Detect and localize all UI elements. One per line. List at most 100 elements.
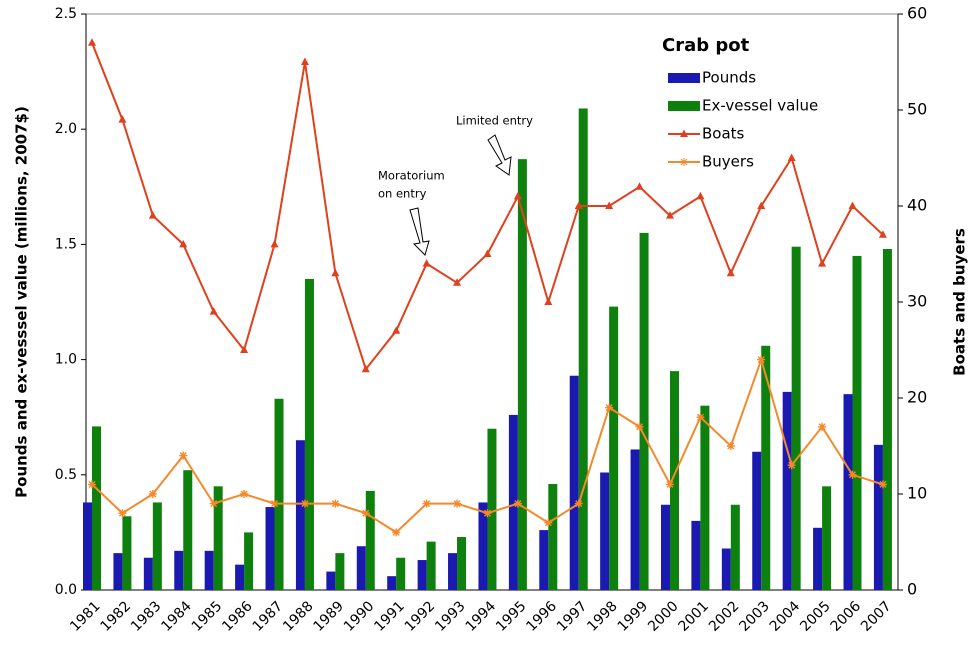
bar xyxy=(204,550,214,590)
bar xyxy=(152,502,162,590)
marker xyxy=(757,355,766,364)
bar xyxy=(882,249,892,590)
annotation: on entry xyxy=(378,187,427,201)
y2-tick-label: 20 xyxy=(907,388,927,407)
bar xyxy=(83,502,92,590)
bar xyxy=(213,486,223,590)
bar xyxy=(730,504,740,590)
legend-label: Pounds xyxy=(702,69,756,87)
legend-swatch xyxy=(668,73,700,83)
x-tick-label: 1984 xyxy=(158,598,195,635)
marker xyxy=(544,297,553,305)
legend-title: Crab pot xyxy=(662,35,750,56)
annotation: Moratorium xyxy=(378,169,445,183)
bar xyxy=(274,398,284,590)
bar xyxy=(113,553,123,590)
bar xyxy=(691,520,701,590)
marker xyxy=(483,249,492,257)
marker xyxy=(270,239,279,248)
legend-label: Buyers xyxy=(702,153,754,171)
bar xyxy=(791,246,801,591)
y-tick-label: 1.5 xyxy=(55,236,77,252)
bar xyxy=(326,571,336,590)
line xyxy=(91,42,884,372)
marker xyxy=(605,201,614,209)
x-tick-label: 2002 xyxy=(706,598,743,635)
x-tick-label: 1996 xyxy=(523,598,560,635)
marker xyxy=(179,239,188,248)
marker xyxy=(757,201,766,209)
y2-tick-label: 60 xyxy=(907,4,927,23)
marker xyxy=(605,403,614,412)
marker xyxy=(240,345,249,353)
bar xyxy=(295,440,305,590)
x-tick-label: 1986 xyxy=(219,598,256,635)
y2-tick-label: 40 xyxy=(907,196,927,215)
y-tick-label: 2.0 xyxy=(55,121,77,137)
x-tick-label: 1992 xyxy=(402,598,439,635)
x-tick-label: 2005 xyxy=(797,598,834,635)
marker xyxy=(361,364,370,373)
y2-tick-label: 0 xyxy=(907,580,917,599)
marker xyxy=(118,115,127,123)
bar xyxy=(600,472,610,590)
bar xyxy=(304,278,314,590)
y2-axis-title: Boats and buyers xyxy=(951,228,969,376)
marker xyxy=(453,499,462,508)
legend-marker xyxy=(680,158,688,166)
marker xyxy=(696,413,705,422)
annotation: Limited entry xyxy=(456,114,533,128)
marker xyxy=(848,470,857,479)
marker xyxy=(787,461,796,470)
marker xyxy=(665,480,674,489)
y2-tick-label: 50 xyxy=(907,100,927,119)
x-tick-label: 1991 xyxy=(371,598,408,635)
marker xyxy=(331,499,340,508)
marker xyxy=(544,518,553,527)
marker xyxy=(88,480,96,489)
marker xyxy=(392,326,401,334)
bar xyxy=(669,371,679,590)
bar xyxy=(569,375,579,590)
bar xyxy=(487,428,497,590)
marker xyxy=(483,509,492,518)
bar xyxy=(517,159,527,591)
y-axis-title: Pounds and ex-vesssel value (millions, 2… xyxy=(13,106,31,498)
bar xyxy=(183,470,193,590)
bar xyxy=(843,394,853,590)
bar xyxy=(752,451,762,590)
marker xyxy=(848,201,857,209)
x-tick-label: 1988 xyxy=(280,598,317,635)
x-tick-label: 2004 xyxy=(767,598,804,635)
bar xyxy=(426,541,436,590)
x-tick-label: 1985 xyxy=(189,598,226,635)
marker xyxy=(635,422,644,431)
marker xyxy=(453,278,462,286)
bar xyxy=(417,560,427,590)
x-tick-label: 2001 xyxy=(676,598,713,635)
y-tick-label: 0.5 xyxy=(55,467,77,483)
x-tick-label: 1994 xyxy=(463,598,500,635)
bar xyxy=(396,557,406,590)
marker xyxy=(300,57,309,65)
marker xyxy=(361,509,370,518)
bar xyxy=(365,490,375,590)
bar xyxy=(356,546,366,590)
x-tick-label: 1995 xyxy=(493,598,530,635)
bar xyxy=(873,444,883,590)
bar xyxy=(478,502,488,590)
x-tick-label: 2003 xyxy=(736,598,773,635)
marker xyxy=(574,499,583,508)
marker xyxy=(270,499,279,508)
x-tick-label: 1987 xyxy=(250,598,287,635)
bar xyxy=(609,306,619,590)
marker xyxy=(635,182,644,190)
marker xyxy=(240,490,249,498)
legend-marker xyxy=(680,129,688,137)
marker xyxy=(422,499,431,508)
x-tick-label: 2007 xyxy=(858,598,895,635)
marker xyxy=(787,153,796,161)
bar xyxy=(174,550,184,590)
marker xyxy=(422,259,431,267)
